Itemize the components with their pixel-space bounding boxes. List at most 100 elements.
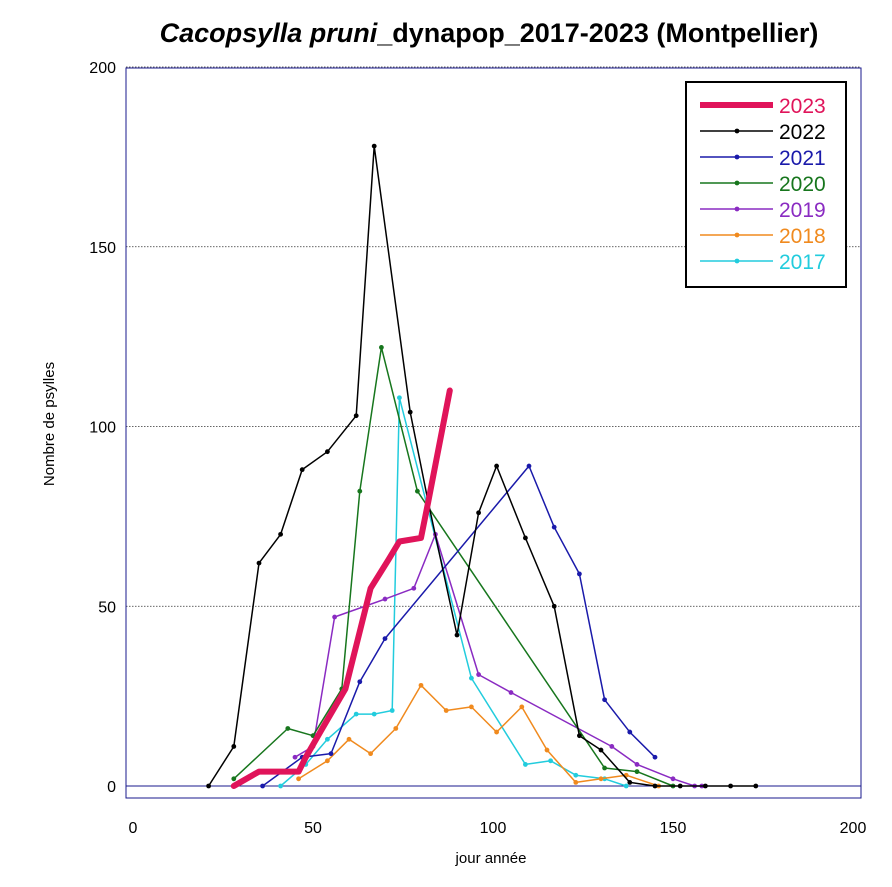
legend-label-2022: 2022 — [779, 121, 826, 144]
x-tick-label: 100 — [480, 820, 507, 837]
data-point-2022 — [703, 783, 708, 789]
data-point-2021 — [526, 463, 532, 469]
series-line-2019 — [294, 533, 703, 787]
y-axis-label: Nombre de psylles — [41, 362, 58, 486]
data-point-2022 — [577, 733, 582, 739]
legend-label-2023: 2023 — [779, 95, 826, 118]
data-point-2020 — [285, 726, 291, 731]
legend-box — [685, 81, 847, 288]
data-point-2022 — [494, 463, 499, 469]
data-point-2017 — [523, 762, 528, 767]
data-point-2022 — [454, 632, 460, 638]
data-point-2022 — [353, 413, 359, 419]
data-point-2017 — [371, 711, 377, 717]
data-point-2022 — [371, 143, 377, 149]
data-point-2018 — [418, 682, 424, 688]
data-point-2017 — [353, 711, 359, 717]
data-point-2021 — [260, 783, 265, 789]
data-point-2021 — [328, 751, 334, 757]
data-point-2017 — [397, 395, 402, 401]
data-point-2022 — [652, 783, 658, 789]
data-point-2017 — [278, 783, 283, 789]
data-point-2019 — [332, 614, 337, 620]
legend-label-2021: 2021 — [779, 147, 826, 170]
data-point-2018 — [393, 726, 399, 731]
data-point-2017 — [623, 783, 629, 789]
data-point-2022 — [278, 531, 283, 537]
data-point-2017 — [469, 675, 474, 681]
chart-title: Cacopsylla pruni_dynapop_2017-2023 (Mont… — [160, 18, 819, 48]
data-point-2020 — [357, 488, 363, 494]
data-point-2022 — [551, 603, 557, 609]
legend-label-2018: 2018 — [779, 225, 826, 248]
data-point-2019 — [411, 585, 417, 591]
data-point-2019 — [609, 744, 615, 749]
data-point-2022 — [231, 744, 237, 749]
series-lines — [206, 143, 759, 789]
y-tick-label: 50 — [98, 599, 116, 616]
plot-frame — [125, 67, 862, 799]
legend-marker-2017 — [734, 258, 740, 264]
x-tick-label: 150 — [660, 820, 687, 837]
data-point-2018 — [325, 758, 330, 764]
chart-title-rest: _dynapop_2017-2023 (Montpellier) — [376, 18, 818, 48]
data-point-2022 — [476, 510, 481, 516]
data-point-2018 — [296, 776, 301, 782]
data-point-2021 — [652, 754, 658, 760]
data-point-2019 — [634, 762, 640, 767]
y-tick-label: 150 — [89, 240, 116, 257]
data-point-2017 — [573, 772, 579, 778]
data-point-2020 — [415, 488, 420, 494]
legend-marker-2018 — [734, 232, 740, 238]
data-point-2021 — [551, 524, 557, 530]
data-point-2019 — [670, 776, 676, 782]
data-point-2018 — [598, 776, 604, 782]
legend-marker-2021 — [734, 154, 740, 160]
data-point-2020 — [634, 769, 640, 775]
data-point-2019 — [476, 672, 481, 677]
data-point-2022 — [407, 409, 413, 415]
legend-marker-2019 — [734, 206, 740, 212]
data-point-2022 — [677, 783, 683, 789]
data-point-2022 — [627, 780, 633, 785]
y-tick-label: 100 — [89, 420, 116, 437]
data-point-2017 — [325, 736, 330, 742]
x-tick-label: 0 — [129, 820, 138, 837]
series-line-2020 — [233, 346, 674, 787]
data-point-2021 — [602, 697, 607, 703]
data-point-2018 — [368, 751, 373, 757]
data-point-2022 — [256, 560, 262, 566]
x-tick-label: 200 — [840, 820, 867, 837]
data-point-2017 — [548, 758, 553, 764]
data-point-2018 — [346, 736, 352, 742]
data-point-2019 — [382, 596, 388, 602]
data-point-2017 — [389, 708, 395, 713]
data-point-2022 — [325, 449, 330, 455]
data-point-2018 — [494, 729, 499, 735]
data-point-2019 — [292, 754, 298, 760]
data-point-2020 — [602, 765, 607, 771]
data-point-2018 — [469, 704, 474, 710]
chart-title-italic: Cacopsylla pruni — [160, 18, 378, 48]
legend-marker-2020 — [734, 180, 740, 186]
data-point-2018 — [519, 704, 525, 710]
legend-label-2019: 2019 — [779, 199, 826, 222]
data-point-2020 — [231, 776, 237, 782]
data-point-2018 — [443, 708, 449, 713]
y-tick-label: 200 — [89, 60, 116, 77]
data-point-2019 — [508, 690, 514, 695]
legend-label-2017: 2017 — [779, 251, 826, 274]
series-line-2022 — [207, 145, 757, 787]
y-tick-label: 0 — [107, 779, 116, 796]
legend-label-2020: 2020 — [779, 173, 826, 196]
x-tick-labels: 0 50 100 150 200 — [129, 820, 867, 837]
data-point-2021 — [627, 729, 633, 735]
data-point-2018 — [573, 780, 579, 785]
data-point-2022 — [598, 747, 604, 753]
data-point-2022 — [753, 783, 759, 789]
y-tick-labels: 0 50 100 150 200 — [89, 60, 116, 796]
data-point-2022 — [299, 467, 305, 473]
legend-marker-2022 — [734, 128, 740, 134]
series-line-2023 — [230, 387, 453, 789]
